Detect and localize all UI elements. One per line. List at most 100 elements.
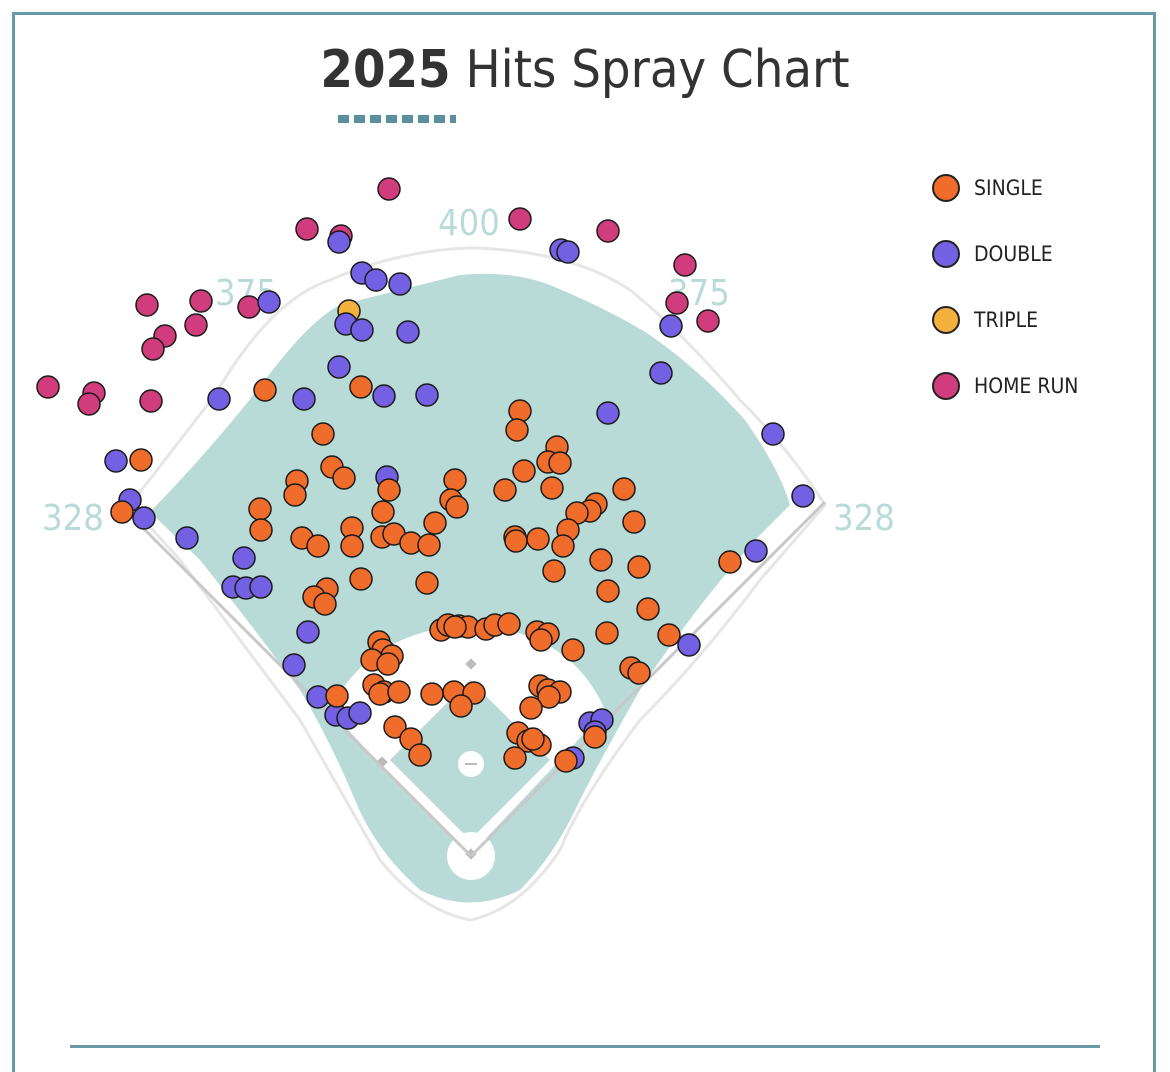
hit-point-single [253, 378, 277, 402]
hit-point-single [283, 483, 307, 507]
hit-point-single [445, 495, 469, 519]
legend-marker-single [932, 174, 960, 202]
hit-point-double [677, 633, 701, 657]
hit-point-single [583, 725, 607, 749]
legend-item-home-run: HOME RUN [932, 353, 1078, 419]
hit-point-double [415, 383, 439, 407]
hit-point-single [377, 478, 401, 502]
hit-point-double [132, 506, 156, 530]
hit-point-home-run [665, 291, 689, 315]
hit-point-double [327, 230, 351, 254]
hit-point-single [493, 478, 517, 502]
hit-point-single [521, 727, 545, 751]
hit-point-double [556, 240, 580, 264]
hit-point-double [175, 526, 199, 550]
legend-item-triple: TRIPLE [932, 287, 1078, 353]
hit-point-double [596, 401, 620, 425]
legend: SINGLE DOUBLE TRIPLE HOME RUN [932, 155, 1078, 419]
hit-point-single [627, 661, 651, 685]
legend-item-double: DOUBLE [932, 221, 1078, 287]
hit-point-single [537, 685, 561, 709]
hit-point-single [596, 579, 620, 603]
hit-point-double [327, 355, 351, 379]
hit-point-double [104, 449, 128, 473]
hit-point-double [257, 290, 281, 314]
hit-point-single [248, 497, 272, 521]
hit-point-single [449, 694, 473, 718]
hit-point-single [371, 500, 395, 524]
hit-point-single [542, 559, 566, 583]
hit-point-home-run [36, 375, 60, 399]
hit-point-single [443, 468, 467, 492]
hit-point-single [512, 459, 536, 483]
hit-point-home-run [377, 177, 401, 201]
hit-point-home-run [184, 313, 208, 337]
hit-point-single [627, 555, 651, 579]
hit-point-double [659, 314, 683, 338]
hit-point-single [443, 615, 467, 639]
hit-point-double [744, 539, 768, 563]
hit-point-double [207, 387, 231, 411]
hit-point-double [791, 484, 815, 508]
hit-point-single [595, 621, 619, 645]
hit-point-double [761, 422, 785, 446]
distance-center: 400 [438, 203, 500, 244]
hit-point-single [340, 534, 364, 558]
pitchers-rubber [465, 763, 477, 765]
hit-point-single [526, 527, 550, 551]
hit-point-double [396, 320, 420, 344]
hit-point-single [313, 592, 337, 616]
left-foul-line [133, 518, 473, 858]
legend-label-home-run: HOME RUN [974, 374, 1079, 398]
hit-point-single [551, 534, 575, 558]
hit-point-home-run [237, 295, 261, 319]
hit-point-single [383, 715, 407, 739]
hit-point-single [376, 652, 400, 676]
hit-point-home-run [135, 293, 159, 317]
hit-point-home-run [189, 289, 213, 313]
hit-point-home-run [141, 337, 165, 361]
hit-point-single [311, 422, 335, 446]
hit-point-single [636, 597, 660, 621]
bottom-rule [70, 1045, 1100, 1048]
hit-point-single [540, 476, 564, 500]
hit-point-home-run [508, 207, 532, 231]
legend-label-single: SINGLE [974, 176, 1043, 200]
hit-point-single [349, 567, 373, 591]
hit-point-double [388, 272, 412, 296]
hit-point-home-run [596, 219, 620, 243]
outfield-wall-outline [128, 246, 827, 922]
legend-label-double: DOUBLE [974, 242, 1053, 266]
hit-point-single [503, 746, 527, 770]
title-underline [338, 115, 456, 123]
chart-title: 2025 Hits Spray Chart [0, 40, 1170, 100]
hit-point-double [249, 575, 273, 599]
hit-point-single [504, 529, 528, 553]
hit-point-single [554, 749, 578, 773]
hit-point-single [423, 511, 447, 535]
distance-left-line: 328 [42, 498, 104, 539]
hit-point-home-run [77, 392, 101, 416]
hit-point-single [325, 684, 349, 708]
legend-label-triple: TRIPLE [974, 308, 1039, 332]
hit-point-single [529, 628, 553, 652]
hit-point-single [249, 518, 273, 542]
hit-point-double [372, 384, 396, 408]
hit-point-double [649, 361, 673, 385]
hit-point-single [332, 466, 356, 490]
hit-point-single [415, 571, 439, 595]
chart-frame [12, 12, 1156, 1072]
hit-point-single [129, 448, 153, 472]
hit-point-single [417, 533, 441, 557]
hit-point-home-run [139, 389, 163, 413]
hit-point-double [348, 701, 372, 725]
distance-right-line: 328 [833, 498, 895, 539]
hit-point-single [349, 375, 373, 399]
hit-point-single [387, 680, 411, 704]
hit-point-single [589, 548, 613, 572]
hit-point-double [296, 620, 320, 644]
hit-point-home-run [673, 253, 697, 277]
hit-point-single [420, 682, 444, 706]
hit-point-single [110, 500, 134, 524]
